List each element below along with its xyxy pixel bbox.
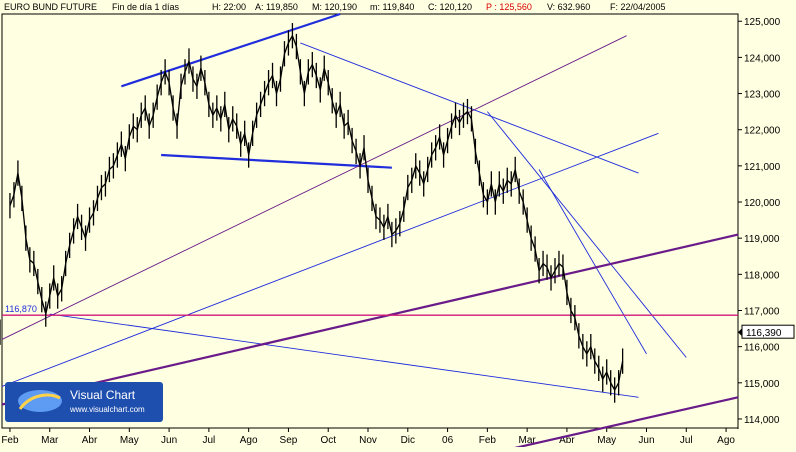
y-tick-label: 125,000 xyxy=(744,17,781,28)
x-tick-label: Jul xyxy=(680,435,693,446)
y-tick-label: 121,000 xyxy=(744,162,781,173)
x-tick-label: Feb xyxy=(1,435,19,446)
x-tick-label: Nov xyxy=(359,435,377,446)
current-price-tag: 116,390 xyxy=(738,324,795,339)
header-p: P : 125,560 xyxy=(486,2,532,12)
header-max: M: 120,190 xyxy=(312,2,357,12)
x-tick-label: Dic xyxy=(401,435,415,446)
header-title: EURO BUND FUTURE xyxy=(4,2,97,12)
trendline-descending[interactable] xyxy=(538,169,647,355)
x-tick-label: Mar xyxy=(519,435,537,446)
header-close: C: 120,120 xyxy=(428,2,472,12)
trendline-thick-rising[interactable] xyxy=(1,233,739,406)
x-tick-label: Abr xyxy=(82,435,98,446)
header-hour: H: 22:00 xyxy=(212,2,246,12)
header-min: m: 119,840 xyxy=(370,2,414,12)
trendline-upper-channel[interactable] xyxy=(121,12,341,88)
trendline-rising[interactable] xyxy=(1,132,659,387)
y-tick-label: 118,000 xyxy=(744,270,780,281)
chart-header: EURO BUND FUTURE Fin de día 1 días H: 22… xyxy=(4,2,666,12)
header-timeframe: Fin de día 1 días xyxy=(112,2,180,12)
y-tick-label: 123,000 xyxy=(744,90,781,101)
visualchart-logo-swoosh-icon xyxy=(18,393,61,410)
trendline-long-rising[interactable] xyxy=(1,35,627,340)
x-tick-label: Ago xyxy=(240,435,258,446)
x-tick-label: 06 xyxy=(442,435,454,446)
y-tick-label: 124,000 xyxy=(744,53,781,64)
y-tick-label: 119,000 xyxy=(744,234,780,245)
current-price-tag-arrow xyxy=(738,328,742,337)
header-volume: V: 632.960 xyxy=(547,2,590,12)
trendline-descending[interactable] xyxy=(487,111,687,358)
logo-brand: Visual Chart xyxy=(70,388,136,402)
y-tick-label: 114,000 xyxy=(744,415,780,426)
y-tick-label: 120,000 xyxy=(744,198,781,209)
visualchart-logo-icon xyxy=(18,390,62,412)
trendline-decline-fan[interactable] xyxy=(49,313,639,398)
header-high: A: 119,850 xyxy=(255,2,298,12)
y-axis: 114,000 115,000 116,000 117,000 118,000 119,0… xyxy=(738,17,781,426)
x-tick-label: Sep xyxy=(280,435,298,446)
price-series xyxy=(0,23,624,403)
x-tick-label: May xyxy=(120,435,139,446)
x-tick-label: Jun xyxy=(161,435,177,446)
y-tick-label: 122,000 xyxy=(744,126,781,137)
x-tick-label: Jul xyxy=(202,435,215,446)
x-tick-label: Oct xyxy=(320,435,336,446)
trendline-descending[interactable] xyxy=(300,42,639,174)
x-tick-label: Feb xyxy=(479,435,497,446)
current-price-tag-value: 116,390 xyxy=(746,328,782,339)
trendline-neckline[interactable] xyxy=(161,153,392,169)
x-tick-label: Jun xyxy=(638,435,654,446)
y-tick-label: 117,000 xyxy=(744,306,780,317)
x-tick-label: Ago xyxy=(717,435,735,446)
header-date: F: 22/04/2005 xyxy=(610,2,666,12)
x-tick-label: Abr xyxy=(559,435,575,446)
y-tick-label: 115,000 xyxy=(744,379,780,390)
y-tick-label: 116,000 xyxy=(744,343,780,354)
visualchart-logo[interactable]: Visual Chart www.visualchart.com xyxy=(5,382,163,422)
x-axis: Feb Mar Abr May Jun Jul Ago Sep Oct Nov Dic 06 Feb Ma… xyxy=(1,428,735,446)
logo-url: www.visualchart.com xyxy=(69,405,145,414)
support-price-label: 116,870 xyxy=(5,304,37,314)
x-tick-label: May xyxy=(597,435,616,446)
x-tick-label: Mar xyxy=(41,435,59,446)
